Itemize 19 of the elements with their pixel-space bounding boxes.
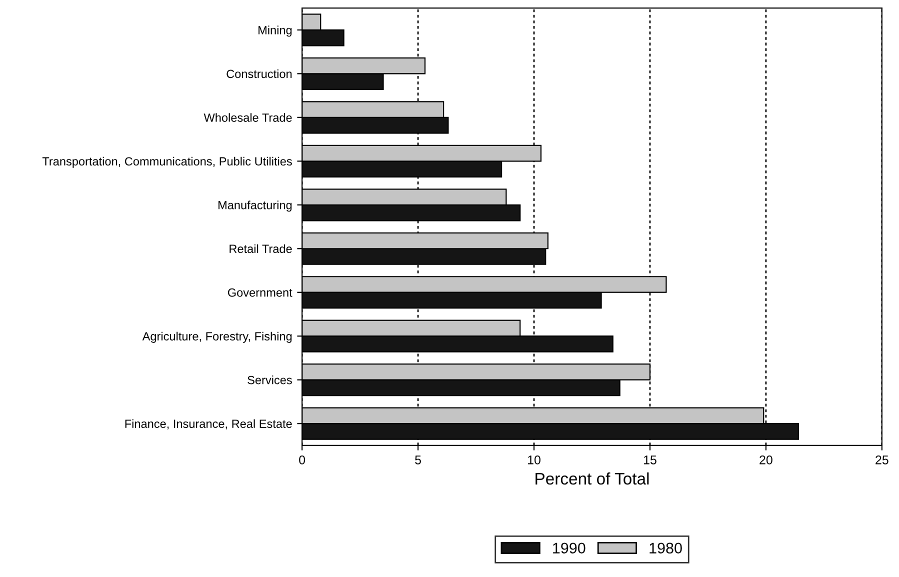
y-tick-label: Retail Trade [230,244,292,254]
y-tick-label: Finance, Insurance, Real Estate [125,419,292,430]
legend-label: 1990 [553,542,586,554]
y-tick-label: Agriculture, Forestry, Fishing [142,332,292,343]
y-tick-label: Manufacturing [218,200,292,212]
y-tick-label: Construction [226,69,292,78]
y-tick-label: Transportation, Communications, Public Utilities [42,156,292,168]
y-tick-label: Mining [258,26,292,37]
x-axis-title: Percent of Total [536,472,649,485]
legend-label: 1980 [650,542,682,554]
y-tick-label: Services [248,376,292,384]
x-tick-label: 0 [299,455,306,464]
x-tick-label: 10 [528,455,540,464]
y-tick-label: Wholesale Trade [204,113,292,122]
y-tick-label: Government [228,288,292,297]
x-tick-label: 20 [760,455,772,464]
x-tick-label: 15 [644,456,656,464]
x-tick-label: 5 [415,456,421,464]
x-tick-label: 25 [876,455,888,464]
